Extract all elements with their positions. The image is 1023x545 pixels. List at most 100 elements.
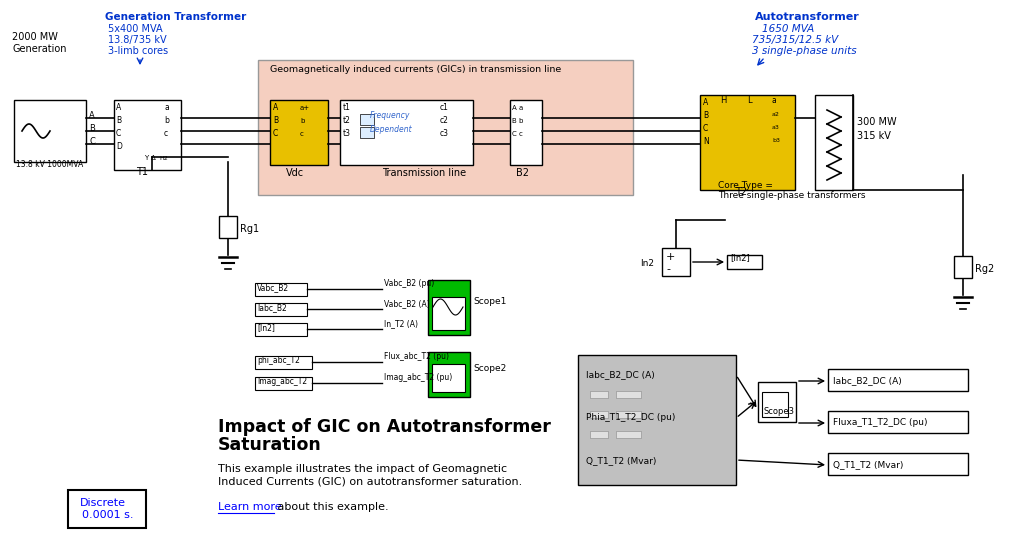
- Text: C: C: [703, 124, 708, 133]
- Text: 5x400 MVA: 5x400 MVA: [108, 24, 163, 34]
- Text: Flux_abc_T2 (pu): Flux_abc_T2 (pu): [384, 352, 449, 361]
- Text: Induced Currents (GIC) on autotransformer saturation.: Induced Currents (GIC) on autotransforme…: [218, 477, 523, 487]
- Text: b: b: [300, 118, 305, 124]
- Bar: [616, 431, 641, 438]
- Text: In_T2 (A): In_T2 (A): [384, 319, 418, 328]
- Bar: [428, 280, 470, 335]
- Text: This example illustrates the impact of Geomagnetic: This example illustrates the impact of G…: [218, 464, 507, 474]
- Text: Δ: Δ: [151, 155, 155, 161]
- Text: H2: H2: [159, 156, 168, 161]
- Text: a3: a3: [772, 125, 780, 130]
- Text: Geomagnetically induced currents (GICs) in transmission line: Geomagnetically induced currents (GICs) …: [270, 65, 562, 74]
- Text: a+: a+: [300, 105, 310, 111]
- Bar: [700, 95, 795, 190]
- Text: B: B: [89, 124, 95, 133]
- Text: Vabc_B2 (pu): Vabc_B2 (pu): [384, 279, 434, 288]
- Text: Scope3: Scope3: [764, 407, 795, 416]
- Text: c2: c2: [440, 116, 449, 125]
- Text: In2: In2: [640, 259, 654, 268]
- Text: T1: T1: [136, 167, 148, 177]
- Text: Discrete: Discrete: [80, 498, 126, 508]
- Text: C: C: [116, 129, 122, 138]
- Bar: [360, 114, 374, 125]
- Bar: [255, 356, 312, 369]
- Bar: [255, 303, 307, 316]
- Text: phi_abc_T2: phi_abc_T2: [257, 356, 300, 365]
- Bar: [762, 392, 788, 417]
- Text: Scope1: Scope1: [473, 297, 506, 306]
- Text: Scope2: Scope2: [473, 364, 506, 373]
- Bar: [828, 411, 968, 433]
- Bar: [758, 382, 796, 422]
- Text: t1: t1: [343, 103, 351, 112]
- Text: a: a: [772, 96, 776, 105]
- Bar: [255, 377, 312, 390]
- Text: 300 MW: 300 MW: [857, 117, 896, 127]
- Text: Vabc_B2: Vabc_B2: [257, 283, 290, 292]
- Bar: [360, 127, 374, 138]
- Bar: [510, 100, 542, 165]
- Text: D: D: [116, 142, 122, 151]
- Text: 735/315/12.5 kV: 735/315/12.5 kV: [752, 35, 838, 45]
- Text: t2: t2: [343, 116, 351, 125]
- Text: 3 single-phase units: 3 single-phase units: [752, 46, 856, 56]
- Text: Vabc_B2 (A): Vabc_B2 (A): [384, 299, 430, 308]
- Text: Frequency: Frequency: [370, 111, 410, 120]
- Text: c3: c3: [440, 129, 449, 138]
- Text: Vdc: Vdc: [286, 168, 304, 178]
- Bar: [270, 100, 328, 165]
- Bar: [590, 391, 608, 398]
- Text: A: A: [116, 103, 122, 112]
- Text: 13.8 kV 1000MVA: 13.8 kV 1000MVA: [16, 160, 83, 169]
- Text: A a: A a: [512, 105, 523, 111]
- Text: [In2]: [In2]: [730, 253, 750, 262]
- Text: H: H: [720, 96, 726, 105]
- Bar: [255, 323, 307, 336]
- Bar: [815, 95, 853, 190]
- Bar: [432, 297, 465, 330]
- Text: B: B: [273, 116, 278, 125]
- Text: -: -: [666, 264, 670, 274]
- Bar: [662, 248, 690, 276]
- Text: Core Type =: Core Type =: [718, 181, 772, 190]
- Text: c: c: [300, 131, 304, 137]
- Text: Q_T1_T2 (Mvar): Q_T1_T2 (Mvar): [833, 460, 903, 469]
- Text: A: A: [703, 98, 708, 107]
- Bar: [258, 60, 633, 195]
- Text: A: A: [273, 103, 278, 112]
- Text: 315 kV: 315 kV: [857, 131, 891, 141]
- Text: c1: c1: [440, 103, 449, 112]
- Text: 2000 MW: 2000 MW: [12, 32, 58, 42]
- Text: Iabc_B2: Iabc_B2: [257, 303, 286, 312]
- Bar: [255, 283, 307, 296]
- Text: Learn more: Learn more: [218, 502, 281, 512]
- Text: A: A: [89, 111, 95, 120]
- Text: 1650 MVA: 1650 MVA: [762, 24, 814, 34]
- Bar: [219, 216, 237, 238]
- Text: Fluxa_T1_T2_DC (pu): Fluxa_T1_T2_DC (pu): [833, 418, 928, 427]
- Text: Iabc_B2_DC (A): Iabc_B2_DC (A): [833, 376, 901, 385]
- Text: Phia_T1_T2_DC (pu): Phia_T1_T2_DC (pu): [586, 413, 675, 422]
- Bar: [590, 431, 608, 438]
- Bar: [828, 453, 968, 475]
- Bar: [616, 391, 641, 398]
- Text: B2: B2: [516, 168, 529, 178]
- Text: c: c: [164, 129, 168, 138]
- Bar: [578, 355, 736, 485]
- Bar: [828, 369, 968, 391]
- Text: Transmission line: Transmission line: [382, 168, 466, 178]
- Text: a: a: [164, 103, 169, 112]
- Bar: [590, 411, 608, 418]
- Text: C: C: [89, 137, 95, 146]
- Text: Dependent: Dependent: [370, 125, 412, 134]
- Text: Q_T1_T2 (Mvar): Q_T1_T2 (Mvar): [586, 456, 657, 465]
- Text: 13.8/735 kV: 13.8/735 kV: [108, 35, 167, 45]
- Bar: [340, 100, 473, 165]
- Text: a2: a2: [772, 112, 780, 117]
- Text: C: C: [273, 129, 278, 138]
- Text: Saturation: Saturation: [218, 436, 322, 454]
- Text: about this example.: about this example.: [274, 502, 389, 512]
- Text: Iabc_B2_DC (A): Iabc_B2_DC (A): [586, 370, 655, 379]
- Text: 0.0001 s.: 0.0001 s.: [82, 510, 133, 520]
- Bar: [727, 255, 762, 269]
